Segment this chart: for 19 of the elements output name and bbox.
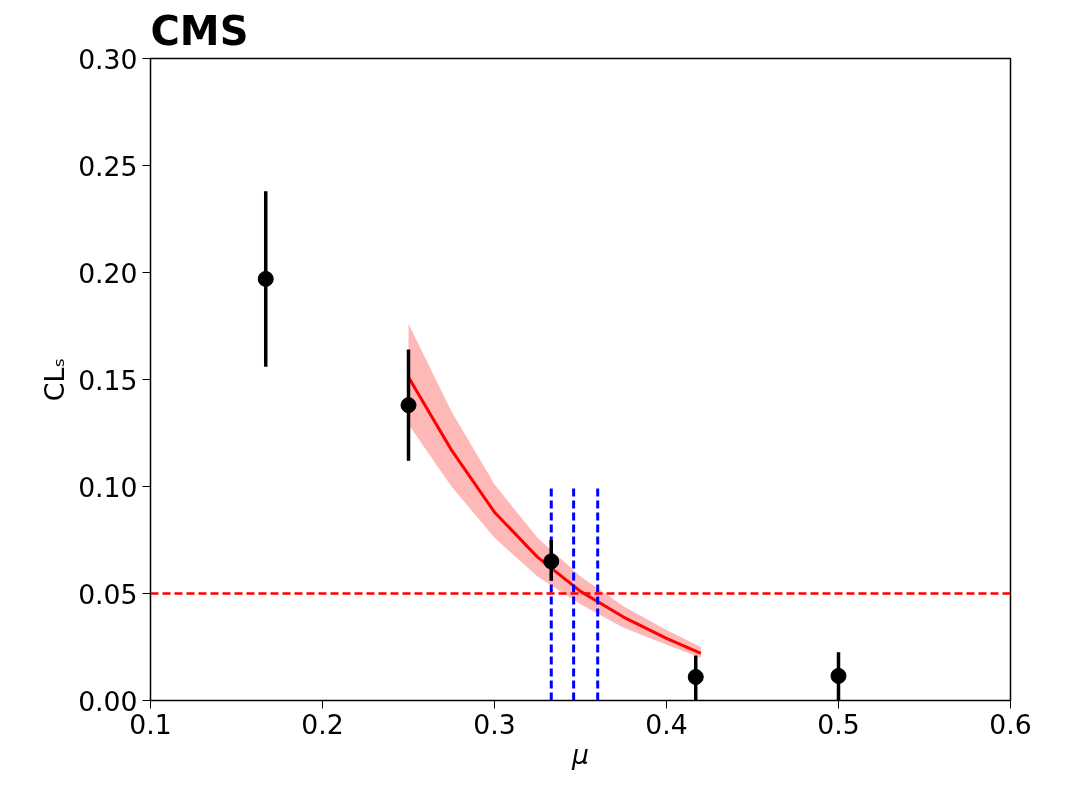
x-tick-label: 0.4 <box>645 708 688 740</box>
y-tick-label: 0.05 <box>78 578 138 610</box>
y-tick-label: 0.30 <box>78 43 138 75</box>
y-tick-label: 0.20 <box>78 257 138 289</box>
y-tick-label: 0.25 <box>78 150 138 182</box>
point <box>830 667 847 684</box>
chart-title: CMS <box>150 7 249 54</box>
point <box>543 553 560 570</box>
point <box>257 270 274 287</box>
point <box>687 668 704 685</box>
y-axis-title: CLₛ <box>39 357 71 402</box>
x-tick-label: 0.2 <box>301 708 344 740</box>
y-tick-label: 0.15 <box>78 364 138 396</box>
x-tick-label: 0.6 <box>989 708 1032 740</box>
y-tick-label: 0.10 <box>78 471 138 503</box>
point <box>400 397 417 414</box>
x-tick-label: 0.3 <box>473 708 516 740</box>
x-axis-title: μ <box>571 738 589 770</box>
x-tick-label: 0.5 <box>817 708 860 740</box>
